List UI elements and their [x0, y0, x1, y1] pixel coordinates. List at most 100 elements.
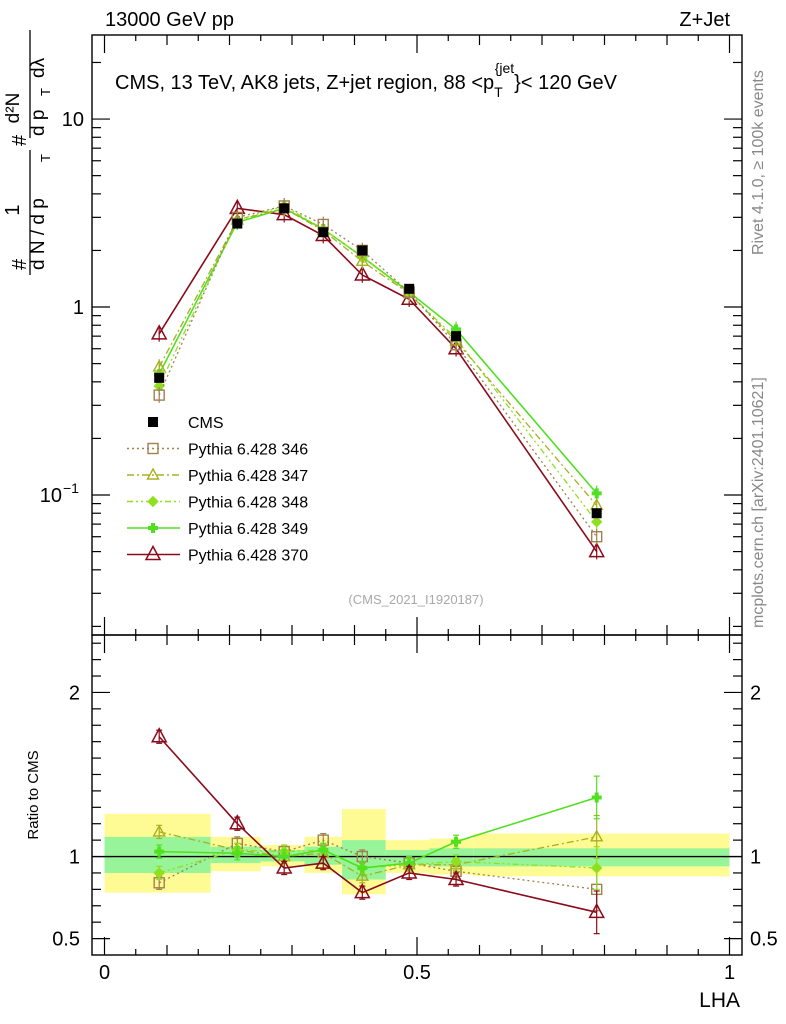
main-y-tick-label: 1 — [73, 297, 84, 319]
ratio-y-tick-label-right: 1 — [750, 847, 761, 869]
point-cms-4 — [357, 245, 368, 256]
series-p347 — [152, 200, 604, 514]
ratio-y-tick-label-right: 0.5 — [750, 929, 778, 951]
ratio-y-tick-label-right: 2 — [750, 682, 761, 704]
ratio-point-p349-4 — [357, 863, 368, 874]
main-title-sup: {jet — [495, 60, 515, 76]
main-y-tick-label-exponent: −1 — [63, 480, 79, 496]
main-title-sub: T — [494, 84, 503, 100]
point-p347-4 — [355, 253, 369, 267]
ratio-point-p349-3 — [318, 844, 329, 855]
main-panel-frame — [91, 34, 743, 636]
y-title-T2: T — [38, 88, 53, 96]
legend-marker-p370 — [144, 544, 162, 561]
series-cms — [154, 203, 602, 519]
ratio-point-p349-1 — [232, 848, 243, 859]
ratio-point-p349-7 — [591, 792, 602, 803]
stat-uncertainty-band-7 — [473, 848, 730, 867]
ratio-point-p349-5 — [404, 858, 415, 869]
axis-ticks — [92, 35, 742, 955]
analysis-watermark: (CMS_2021_I1920187) — [348, 592, 483, 607]
main-title-main: CMS, 13 TeV, AK8 jets, Z+jet region, 88 … — [115, 72, 494, 94]
ratio-panel-frame — [91, 634, 743, 956]
y-title-dpT: d p — [28, 110, 49, 136]
point-cms-2 — [279, 203, 290, 214]
y-title-dlam: dλ — [28, 57, 49, 78]
ratio-point-p347-4 — [355, 868, 369, 881]
point-p349-6 — [451, 324, 462, 335]
series-line-p348 — [158, 205, 598, 523]
legend-label-p370: Pythia 6.428 370 — [188, 548, 308, 565]
point-cms-3 — [318, 227, 329, 238]
point-cms-6 — [451, 331, 462, 342]
y-title-dN: d N / d p — [28, 198, 49, 270]
point-p346-7 — [590, 531, 603, 543]
x-tick-label: 1 — [724, 962, 735, 984]
header-right: Z+Jet — [679, 9, 730, 31]
series-line-p370 — [158, 207, 598, 553]
legend-entry-cms: CMS — [148, 415, 224, 432]
legend-entry-p348: Pythia 6.428 348 — [127, 495, 308, 512]
ratio-line-p346 — [158, 839, 597, 891]
rivet-version-label: Rivet 4.1.0, ≥ 100k events — [750, 70, 767, 255]
ratio-panel-bands — [104, 808, 730, 895]
ratio-y-axis-title: Ratio to CMS — [25, 750, 42, 839]
legend-marker-p346 — [147, 442, 159, 455]
ratio-y-tick-label-left: 0.5 — [52, 929, 80, 951]
legend-label-p347: Pythia 6.428 347 — [188, 468, 308, 485]
ratio-point-p347-0 — [152, 824, 166, 837]
point-p370-4 — [354, 265, 371, 281]
y-title-one: 1 — [2, 204, 24, 215]
main-panel-series — [150, 198, 605, 560]
ratio-point-p370-5 — [400, 863, 418, 879]
x-axis-title: LHA — [699, 989, 740, 1012]
legend-entry-p347: Pythia 6.428 347 — [127, 467, 308, 485]
ratio-point-p370-2 — [275, 858, 293, 874]
legend-marker-p349 — [148, 523, 158, 533]
point-p348-7 — [590, 516, 603, 528]
point-cms-5 — [404, 283, 415, 294]
y-axis-title-main: # 1 d N / d p T # d²N d p T dλ — [2, 30, 53, 275]
y-title-hash2: # — [9, 134, 31, 146]
ratio-point-p349-2 — [279, 851, 290, 862]
stat-uncertainty-band-6 — [429, 848, 474, 867]
legend-marker-p348 — [147, 495, 159, 508]
point-cms-7 — [591, 508, 602, 519]
series-line-p347 — [158, 207, 598, 506]
header-left: 13000 GeV pp — [105, 9, 234, 31]
point-p370-7 — [588, 542, 605, 558]
point-p370-6 — [447, 339, 465, 355]
ratio-point-p349-0 — [154, 846, 165, 857]
ratio-line-p370 — [158, 736, 597, 914]
legend-label-p346: Pythia 6.428 346 — [188, 442, 308, 459]
ratio-series-p370 — [150, 727, 605, 935]
point-cms-0 — [154, 372, 165, 383]
legend-label-p349: Pythia 6.428 349 — [188, 521, 308, 538]
ratio-line-p349 — [159, 796, 597, 869]
legend-label-cms: CMS — [188, 415, 224, 432]
ratio-series-p349 — [154, 775, 602, 876]
mcplots-source-label: mcplots.cern.ch [arXiv:2401.10621] — [750, 377, 767, 628]
y-title-T1: T — [38, 154, 53, 162]
legend-label-p348: Pythia 6.428 348 — [188, 495, 308, 512]
point-p370-0 — [150, 324, 168, 340]
ratio-point-p370-4 — [354, 883, 371, 899]
ratio-y-tick-label-left: 1 — [69, 847, 80, 869]
ratio-point-p349-6 — [451, 836, 462, 847]
main-title: CMS, 13 TeV, AK8 jets, Z+jet region, 88 … — [115, 60, 618, 100]
ratio-point-p370-6 — [447, 869, 465, 886]
main-y-tick-label: 10 — [40, 485, 62, 507]
series-line-p346 — [158, 205, 598, 538]
ratio-y-tick-label-left: 2 — [69, 682, 80, 704]
y-title-hash: # — [9, 258, 31, 270]
ratio-point-p348-0 — [153, 867, 165, 879]
ratio-point-p348-6 — [450, 855, 462, 868]
ratio-point-p347-7 — [590, 829, 604, 842]
main-y-tick-label: 10 — [62, 109, 84, 131]
stat-uncertainty-band-5 — [385, 849, 430, 865]
ratio-point-p370-1 — [229, 814, 246, 830]
legend-entry-p346: Pythia 6.428 346 — [127, 442, 308, 459]
ratio-point-p370-3 — [314, 853, 332, 869]
x-tick-label: 0.5 — [403, 962, 431, 984]
